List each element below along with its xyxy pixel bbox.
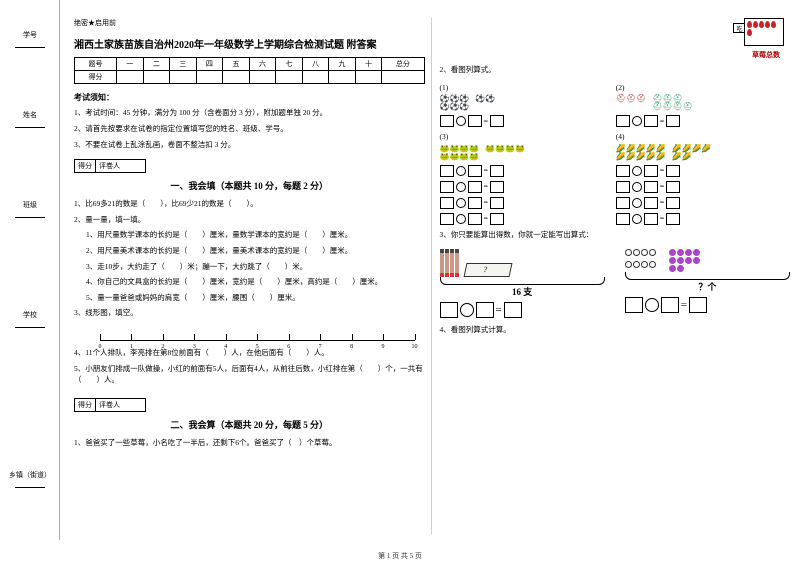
q1-2-2: 2、用尺量美术课本的长约是（ ）厘米，量美术课本的宽约是（ ）厘米。 [74,245,425,257]
q1-2-1: 1、用尺量数学课本的长约是（ ）厘米，量数学课本的宽约是（ ）厘米。 [74,229,425,241]
q1-2-4: 4、你自己的文具盒的长约是（ ）厘米，宽约是（ ）厘米，高约是（ ）厘米。 [74,276,425,288]
q2-1: 1、爸爸买了一些草莓，小名吃了一半后，还剩下6个。爸爸买了（ ）个草莓。 [74,437,425,449]
secret-label: 绝密★启用前 [74,18,425,28]
table-row: 得分 [75,71,425,84]
binding-margin: 学号 姓名 班级 学校 乡镇（街道） [0,0,60,540]
picture-problems: (1) ⚽⚽⚽⚽⚽⚽ ⚽⚽ = (2) ⛑⛑⛑ ⛑⛑⛑⛑⛑⛑⛑ [440,82,791,225]
strawberry-total-label: 草莓总数 [440,50,781,60]
equation-blanks: = [440,115,608,127]
pencil-icon [440,249,459,277]
score-box-1: 得分 评卷人 [74,159,146,173]
strawberry-icon [745,19,783,38]
score-table: 题号 一 二 三 四 五 六 七 八 九 十 总分 得分 [74,57,425,84]
pic-cell-3: (3) 🐸🐸🐸🐸🐸🐸🐸🐸 🐸🐸🐸🐸 = = = = [440,131,608,225]
q4: 4、看图列算式计算。 [440,324,791,335]
pic-cell-2: (2) ⛑⛑⛑ ⛑⛑⛑⛑⛑⛑⛑ = [616,82,784,128]
number-line: /*ticks rendered below*/ 012345678910 [100,325,415,341]
hat-icon: ⛑⛑⛑⛑⛑⛑⛑ [652,95,693,111]
brace-icon [625,272,790,280]
q1-4: 4、11个人排队，李亮排在第8位前面有（ ）人，在他后面有（ ）人。 [74,347,425,359]
q1-5: 5、小朋友们排成一队做操，小红的前面有5人，后面有4人，从前往后数，小红排在第（… [74,363,425,386]
q1-2: 2、量一量，填一填。 [74,214,425,226]
equation-blanks: = [440,302,605,318]
equation-blanks: = [616,115,784,127]
equation-blanks: = = = = [616,163,784,225]
problem-3-figure: 16 支 = ？个 = [440,249,791,318]
margin-field-id: 学号 [0,30,60,48]
strawberry-box: 吃 [744,18,784,46]
q-pic: 2、看图列算式。 [440,64,791,76]
soccer-icon: ⚽⚽ [475,95,495,111]
brace-label: 16 支 [440,285,605,298]
content-area: 绝密★启用前 湘西土家族苗族自治州2020年一年级数学上学期综合检测试题 附答案… [60,0,800,540]
notice-3: 3、不要在试卷上乱涂乱画，卷面不整洁扣 3 分。 [74,139,425,151]
hat-icon: ⛑⛑⛑ [616,95,646,111]
left-column: 绝密★启用前 湘西土家族苗族自治州2020年一年级数学上学期综合检测试题 附答案… [74,18,432,534]
brace-icon [440,277,605,285]
frog-icon: 🐸🐸🐸🐸🐸🐸🐸🐸 [440,145,480,161]
q1-1: 1、比69多21的数是（ ），比69少21的数是（ ）。 [74,198,425,210]
margin-field-class: 班级 [0,200,60,218]
score-box-2: 得分 评卷人 [74,398,146,412]
pic-cell-1: (1) ⚽⚽⚽⚽⚽⚽ ⚽⚽ = [440,82,608,128]
brace-label: ？个 [625,280,790,293]
corn-icon: 🌽🌽🌽🌽🌽🌽🌽🌽🌽🌽 [616,145,666,161]
q1-3: 3、线形图，填空。 [74,307,425,319]
pic-cell-4: (4) 🌽🌽🌽🌽🌽🌽🌽🌽🌽🌽 🌽🌽🌽🌽🌽🌽 = = = = [616,131,784,225]
exam-title: 湘西土家族苗族自治州2020年一年级数学上学期综合检测试题 附答案 [74,36,425,51]
eraser-icon [463,263,512,277]
notice-1: 1、考试时间：45 分钟，满分为 100 分（含卷面分 3 分），附加题单独 2… [74,107,425,119]
margin-field-town: 乡镇（街道） [0,470,60,488]
soccer-icon: ⚽⚽⚽⚽⚽⚽ [440,95,470,111]
equation-blanks: = = = = [440,163,608,225]
flower-icon [625,249,790,272]
margin-field-school: 学校 [0,310,60,328]
section-1-title: 一、我会填（本题共 10 分，每题 2 分） [74,179,425,192]
frog-icon: 🐸🐸🐸🐸 [485,145,525,161]
notice-2: 2、请首先按要求在试卷的指定位置填写您的姓名、班级、学号。 [74,123,425,135]
section-2-title: 二、我会算（本题共 20 分，每题 5 分） [74,418,425,431]
equation-blanks: = [625,297,790,313]
margin-field-name: 姓名 [0,110,60,128]
q3: 3、你只要能算出得数，你就一定能写出算式： [440,229,791,241]
corn-icon: 🌽🌽🌽🌽🌽🌽 [672,145,712,161]
q1-2-3: 3、走10步，大约走了（ ）米；蹦一下，大约跳了（ ）米。 [74,261,425,273]
notice-heading: 考试须知： [74,92,425,103]
exam-page: 学号 姓名 班级 学校 乡镇（街道） 绝密★启用前 湘西土家族苗族自治州2020… [0,0,800,540]
page-footer: 第 1 页 共 5 页 [0,551,800,561]
right-column: 吃 草莓总数 2、看图列算式。 (1) ⚽⚽⚽⚽⚽⚽ ⚽⚽ [440,18,791,534]
q1-2-5: 5、量一量爸爸或妈妈的肩宽（ ）厘米，腰围（ ）厘米。 [74,292,425,304]
eat-tab: 吃 [733,23,745,33]
th: 题号 [75,58,117,71]
table-row: 题号 一 二 三 四 五 六 七 八 九 十 总分 [75,58,425,71]
